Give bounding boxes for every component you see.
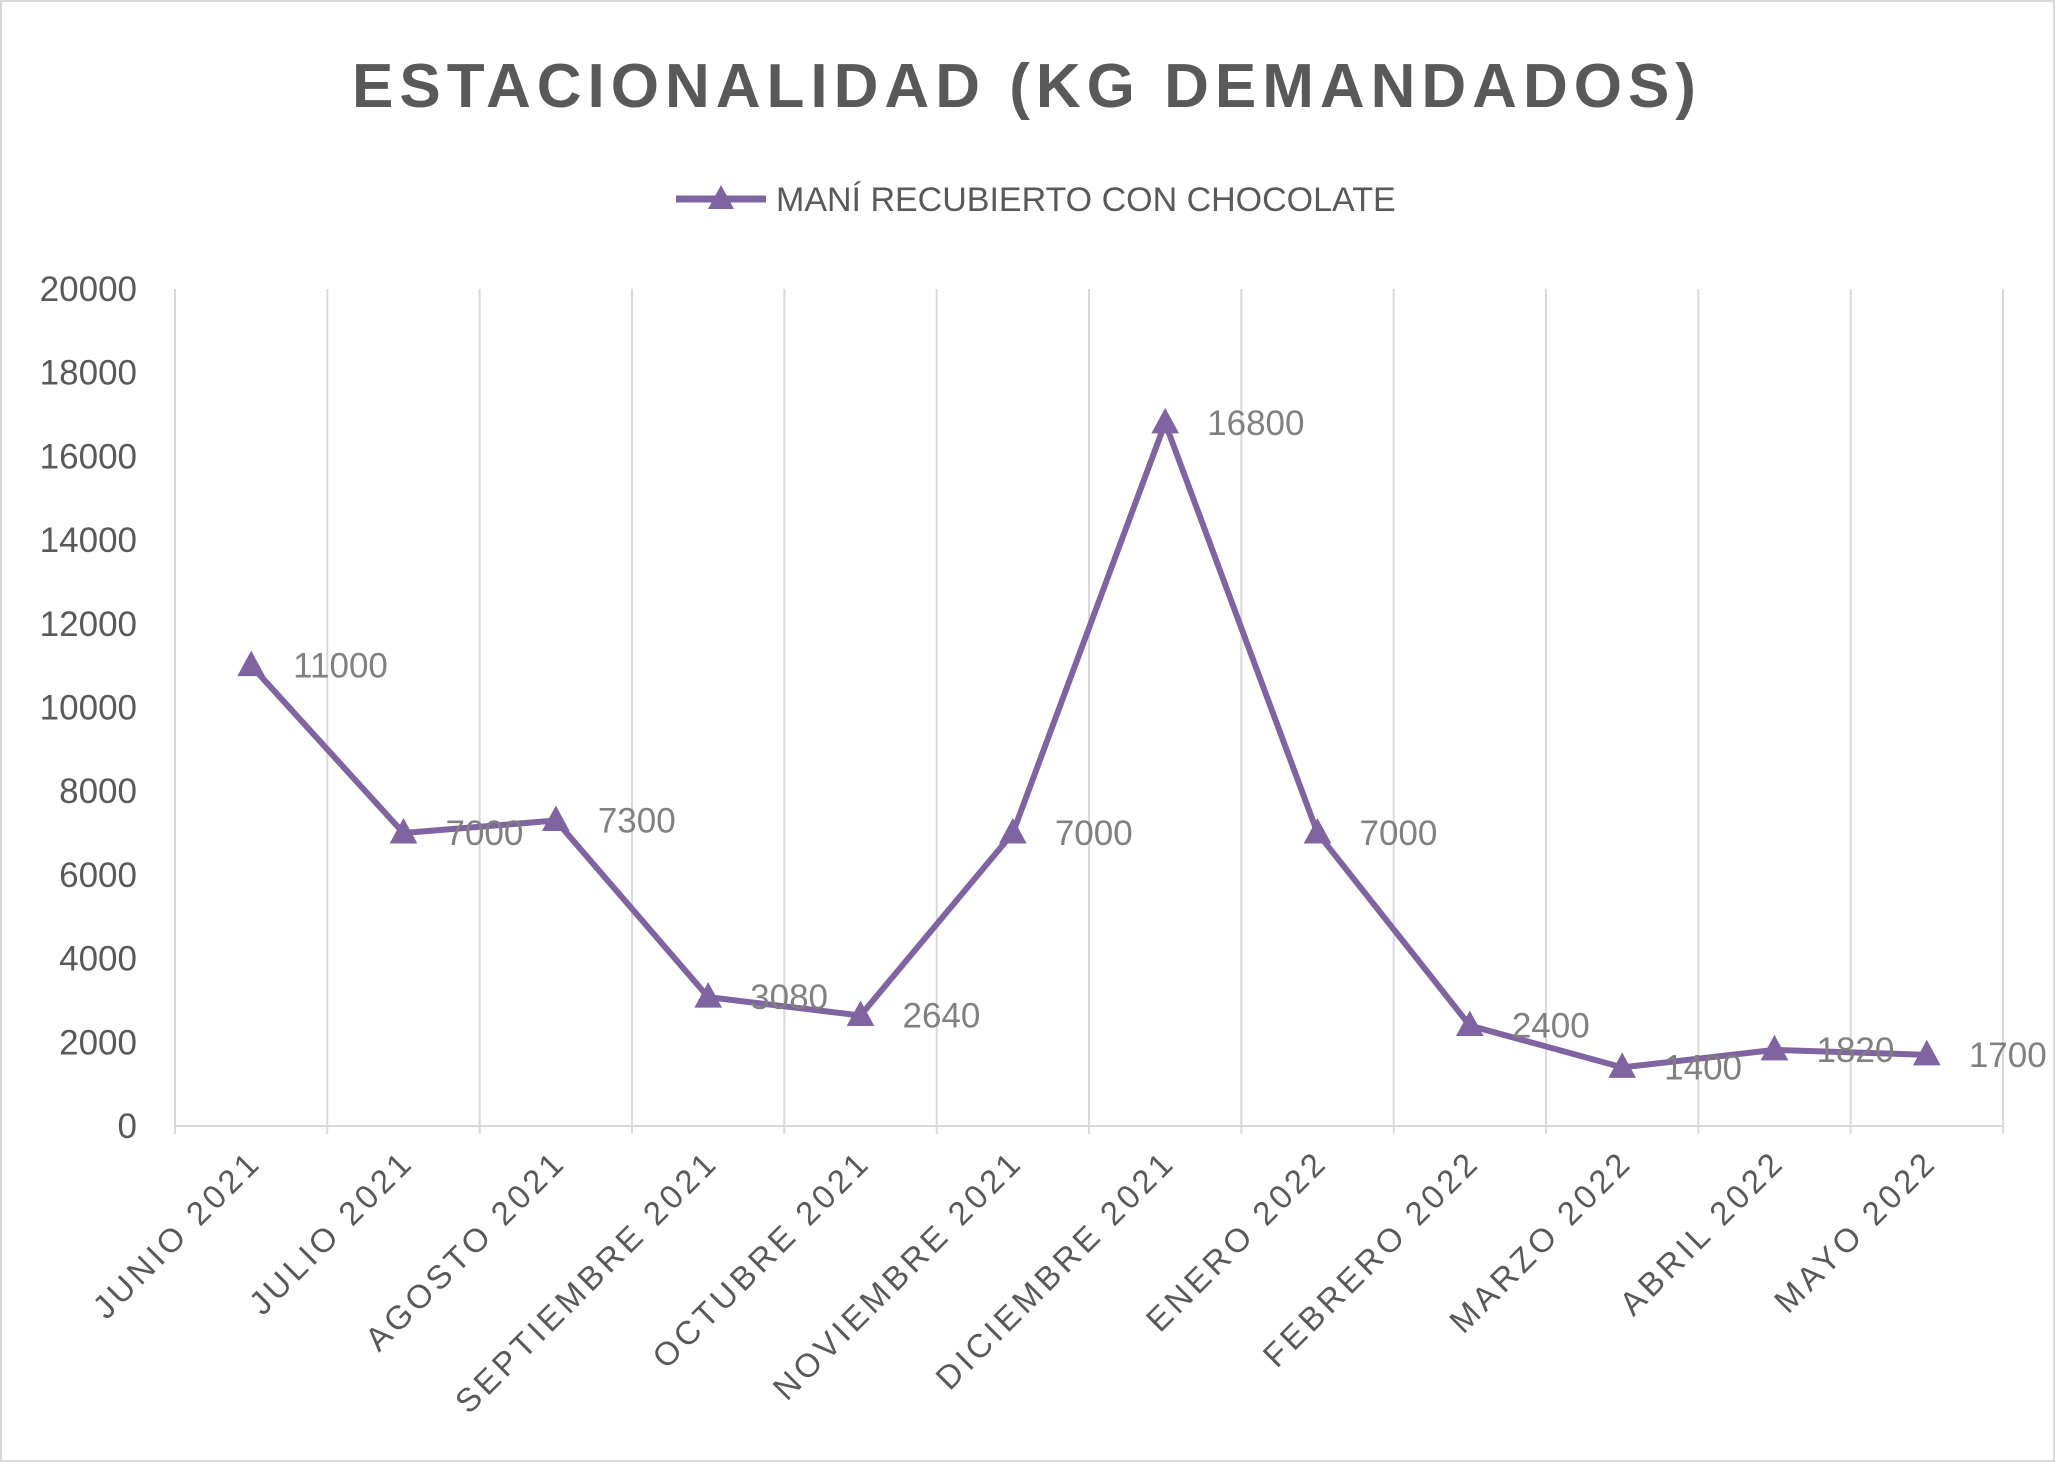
data-point-marker (694, 982, 723, 1008)
y-tick-label: 14000 (40, 521, 137, 560)
data-point-marker (1151, 407, 1180, 434)
data-point-marker (1455, 1010, 1484, 1037)
data-point-marker (1912, 1039, 1941, 1066)
x-tick-label: NOVIEMBRE 2021 (766, 1143, 1030, 1407)
y-tick-label: 10000 (40, 689, 137, 728)
data-label: 1400 (1664, 1048, 1742, 1087)
x-tick-label: SEPTIEMBRE 2021 (448, 1143, 725, 1420)
y-tick-label: 6000 (59, 856, 137, 895)
y-tick-label: 20000 (40, 270, 137, 309)
y-tick-label: 12000 (40, 605, 137, 644)
data-label: 7300 (598, 801, 676, 840)
data-label: 3080 (750, 978, 828, 1017)
data-label: 2640 (903, 997, 981, 1036)
data-point-marker (1608, 1052, 1637, 1078)
x-tick-label: ABRIL 2022 (1612, 1143, 1791, 1322)
y-tick-label: 18000 (40, 354, 137, 393)
legend-triangle-marker (708, 185, 734, 209)
data-point-marker (237, 650, 266, 677)
y-tick-label: 4000 (59, 940, 137, 979)
data-point-marker (1303, 818, 1332, 844)
data-label: 1820 (1817, 1031, 1895, 1070)
data-label: 7000 (1360, 814, 1438, 853)
y-tick-label: 2000 (59, 1023, 137, 1062)
data-label: 16800 (1207, 404, 1304, 443)
legend: MANÍ RECUBIERTO CON CHOCOLATE (676, 181, 1396, 219)
data-point-marker (998, 818, 1027, 844)
data-point-marker (1760, 1034, 1789, 1061)
x-tick-label: MAYO 2022 (1767, 1143, 1944, 1320)
data-labels: 11000 7000 7300 3080 2640 7000 16800 7000 2400 14… (293, 404, 2047, 1087)
x-tick-label: JUNIO 2021 (85, 1143, 268, 1326)
data-label: 7000 (446, 814, 524, 853)
series-line (248, 419, 1930, 1071)
data-label: 1700 (1969, 1036, 2047, 1075)
y-axis-tick-labels: 0 2000 4000 6000 8000 10000 12000 14000 16000 180… (40, 270, 137, 1146)
y-tick-label: 0 (118, 1107, 137, 1146)
y-tick-label: 8000 (59, 772, 137, 811)
series-mani-recubierto (237, 407, 1941, 1078)
data-label: 11000 (293, 647, 388, 686)
legend-series-name: MANÍ RECUBIERTO CON CHOCOLATE (776, 181, 1396, 219)
data-label: 2400 (1512, 1007, 1590, 1046)
chart-title: ESTACIONALIDAD (KG DEMANDADOS) (352, 52, 1702, 121)
data-point-marker (541, 805, 570, 831)
axes (174, 1125, 2004, 1134)
data-label: 7000 (1055, 814, 1133, 853)
vertical-gridlines (174, 289, 2004, 1126)
data-point-marker (389, 818, 418, 844)
data-point-marker (846, 1000, 875, 1027)
y-tick-label: 16000 (40, 437, 137, 476)
